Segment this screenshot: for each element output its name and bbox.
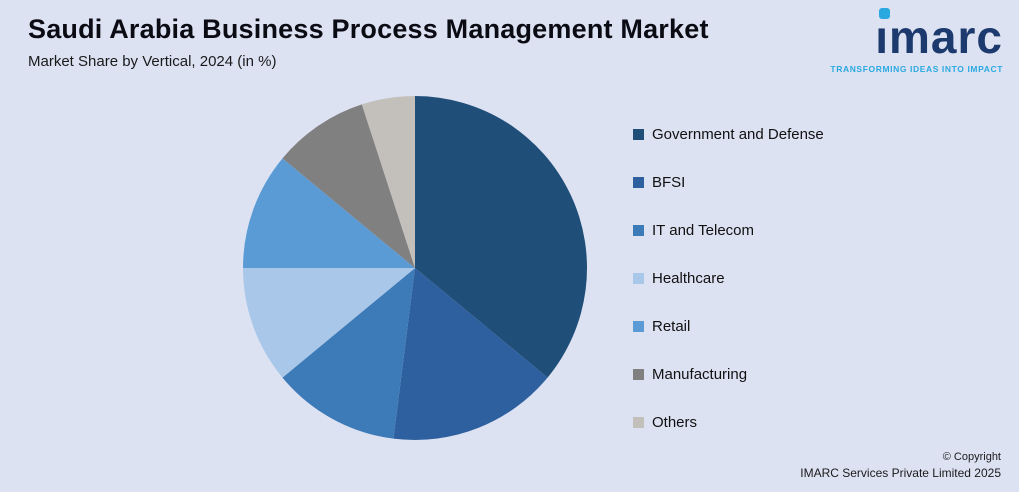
legend-item-it-and-telecom: IT and Telecom	[633, 220, 824, 240]
imarc-logo-text: ımarc	[875, 11, 1003, 63]
legend-swatch-icon	[633, 128, 644, 140]
imarc-logo: ımarc TRANSFORMING IDEAS INTO IMPACT	[803, 8, 1003, 74]
chart-header: Saudi Arabia Business Process Management…	[28, 14, 709, 70]
copyright-company-line: IMARC Services Private Limited 2025	[800, 466, 1001, 480]
chart-legend: Government and Defense BFSI IT and Telecom…	[633, 124, 824, 460]
legend-swatch-icon	[633, 176, 644, 188]
pie-slice-retail	[243, 158, 415, 268]
legend-label: BFSI	[652, 173, 686, 191]
legend-swatch-icon	[633, 368, 644, 380]
pie-slice-bfsi	[393, 268, 548, 440]
legend-swatch-icon	[633, 320, 644, 332]
pie-slice-others	[361, 96, 415, 268]
pie-slice-healthcare	[243, 268, 415, 378]
legend-item-government-and-defense: Government and Defense	[633, 124, 824, 144]
pie-slice-it-and-telecom	[282, 268, 415, 439]
pie-slice-manufacturing	[282, 104, 415, 268]
legend-swatch-icon	[633, 416, 644, 428]
legend-label: Others	[652, 413, 698, 431]
legend-item-retail: Retail	[633, 316, 824, 336]
legend-label: Retail	[652, 317, 691, 335]
legend-swatch-icon	[633, 224, 644, 236]
legend-swatch-icon	[633, 272, 644, 284]
legend-label: Healthcare	[652, 269, 725, 287]
footer: © Copyright IMARC Services Private Limit…	[800, 451, 1001, 480]
legend-item-manufacturing: Manufacturing	[633, 364, 824, 384]
chart-subtitle: Market Share by Vertical, 2024 (in %)	[28, 53, 277, 70]
legend-item-healthcare: Healthcare	[633, 268, 824, 288]
imarc-logo-wordmark: ımarc	[875, 8, 1003, 60]
pie-chart	[240, 93, 590, 443]
copyright-symbol-line: © Copyright	[942, 451, 1001, 463]
imarc-logo-tagline: TRANSFORMING IDEAS INTO IMPACT	[830, 64, 1003, 74]
imarc-logo-dot-icon	[879, 8, 891, 19]
legend-label: Government and Defense	[652, 125, 824, 143]
pie-chart-svg	[243, 96, 588, 440]
legend-item-bfsi: BFSI	[633, 172, 824, 192]
pie-slice-government-and-defense	[415, 96, 588, 378]
legend-label: IT and Telecom	[652, 221, 755, 239]
legend-item-others: Others	[633, 412, 824, 432]
legend-label: Manufacturing	[652, 365, 748, 383]
page-title: Saudi Arabia Business Process Management…	[28, 14, 709, 44]
